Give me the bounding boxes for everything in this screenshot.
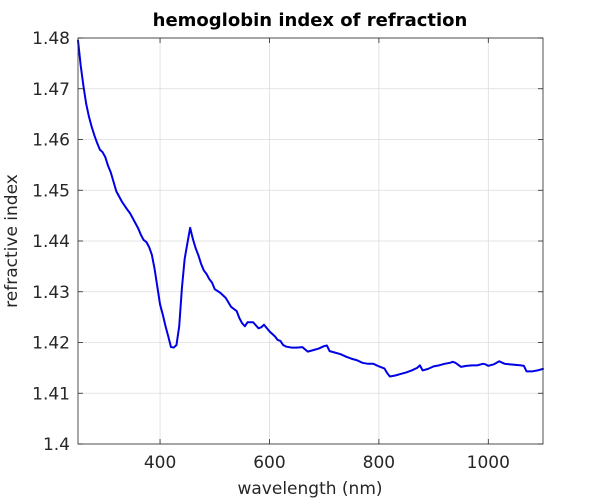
y-tick-label: 1.46 (32, 131, 70, 151)
y-tick-label: 1.48 (32, 29, 70, 49)
y-tick-label: 1.47 (32, 80, 70, 100)
x-tick-label: 800 (363, 453, 395, 473)
y-tick-label: 1.41 (32, 384, 70, 404)
x-axis-label: wavelength (nm) (237, 479, 382, 499)
x-tick-label: 400 (144, 453, 176, 473)
series-layer (77, 39, 544, 378)
y-tick-label: 1.42 (32, 334, 70, 354)
ticks: 400 600 800 1000 1.4 1.41 1.42 1.43 1.44 1.45 1.46… (32, 29, 543, 473)
y-tick-label: 1.44 (32, 232, 70, 252)
grid (78, 37, 543, 445)
x-tick-label: 1000 (467, 453, 510, 473)
y-axis-label: refractive index (2, 174, 22, 308)
y-tick-label: 1.43 (32, 283, 70, 303)
chart-title: hemoglobin index of refraction (153, 10, 468, 31)
series-line (77, 39, 544, 378)
x-tick-label: 600 (253, 453, 285, 473)
y-tick-label: 1.45 (32, 181, 70, 201)
y-tick-label: 1.4 (43, 435, 70, 455)
